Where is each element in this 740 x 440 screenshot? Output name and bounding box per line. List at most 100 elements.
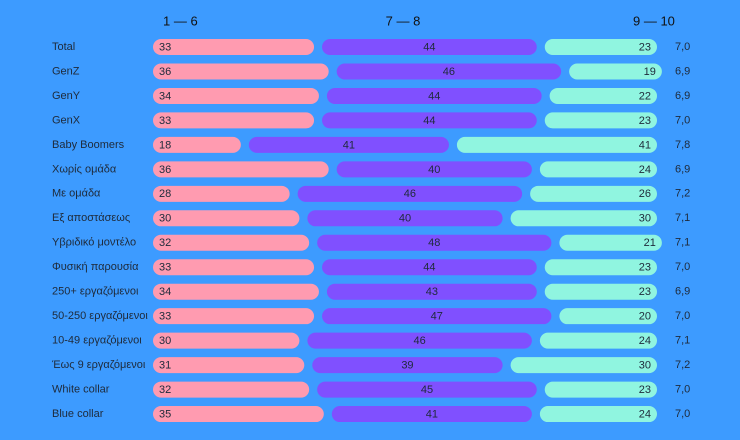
value-label: 41 <box>639 139 651 151</box>
value-label: 30 <box>159 335 171 347</box>
average-label: 6,9 <box>675 163 690 175</box>
bar-segment <box>153 39 315 55</box>
bar-segment <box>307 210 503 227</box>
row-label: 10-49 εργαζόμενοι <box>52 335 142 347</box>
value-label: 26 <box>639 188 651 200</box>
legend-label: 7 — 8 <box>386 13 421 28</box>
value-label: 44 <box>423 41 435 53</box>
bar-segment <box>322 308 552 325</box>
value-label: 46 <box>404 188 416 200</box>
bar-segment <box>336 161 532 178</box>
value-label: 39 <box>401 360 413 372</box>
value-label: 43 <box>426 286 438 298</box>
average-label: 7,1 <box>675 237 690 249</box>
value-label: 44 <box>423 115 435 127</box>
row-label: White collar <box>52 383 110 395</box>
row-label: GenY <box>52 90 81 102</box>
average-label: 6,9 <box>675 286 690 298</box>
bar-segment <box>317 381 537 398</box>
value-label: 22 <box>639 90 651 102</box>
value-label: 34 <box>159 90 171 102</box>
bar-segment <box>153 234 310 251</box>
value-label: 24 <box>639 335 651 347</box>
bar-segment <box>307 332 532 349</box>
bar-segment <box>153 210 300 227</box>
value-label: 40 <box>428 164 440 176</box>
value-label: 36 <box>159 164 171 176</box>
value-label: 20 <box>639 311 651 323</box>
bar-segment <box>569 63 662 80</box>
value-label: 41 <box>343 139 355 151</box>
bar-segment <box>153 259 315 276</box>
row-label: 50-250 εργαζόμενοι <box>52 310 148 322</box>
value-label: 30 <box>159 213 171 225</box>
bar-segment <box>153 136 241 153</box>
average-label: 6,9 <box>675 65 690 77</box>
bar-segment <box>559 234 662 251</box>
row-label: Total <box>52 41 75 53</box>
bar-segment <box>549 87 657 104</box>
bar-segment <box>539 161 657 178</box>
bar-segment <box>544 381 657 398</box>
bar-segment <box>153 185 290 202</box>
value-label: 32 <box>159 237 171 249</box>
value-label: 32 <box>159 384 171 396</box>
value-label: 30 <box>639 213 651 225</box>
average-label: 7,2 <box>675 188 690 200</box>
value-label: 44 <box>428 90 440 102</box>
row-label: GenZ <box>52 65 80 77</box>
bar-segment <box>153 308 315 325</box>
average-label: 7,0 <box>675 41 690 53</box>
row-label: Με ομάδα <box>52 188 101 200</box>
bar-segment <box>297 185 523 202</box>
value-label: 48 <box>428 237 440 249</box>
bar-segment <box>510 357 657 374</box>
bar-segment <box>153 283 319 300</box>
bar-segment <box>312 357 503 374</box>
value-label: 21 <box>644 237 656 249</box>
bar-segment <box>153 381 310 398</box>
value-label: 28 <box>159 188 171 200</box>
bar-segment <box>153 112 315 129</box>
value-label: 31 <box>159 360 171 372</box>
bar-segment <box>248 136 449 153</box>
bar-segment <box>530 185 657 202</box>
row-label: Blue collar <box>52 408 104 420</box>
bar-segment <box>153 406 324 423</box>
bar-segment <box>331 406 532 423</box>
value-label: 46 <box>414 335 426 347</box>
value-label: 33 <box>159 41 171 53</box>
average-label: 7,0 <box>675 114 690 126</box>
value-label: 24 <box>639 164 651 176</box>
bar-segment <box>153 87 319 104</box>
bar-segment <box>544 259 657 276</box>
value-label: 44 <box>423 262 435 274</box>
value-label: 33 <box>159 311 171 323</box>
row-label: GenX <box>52 114 81 126</box>
value-label: 18 <box>159 139 171 151</box>
row-label: Χωρίς ομάδα <box>52 163 117 175</box>
average-label: 7,1 <box>675 335 690 347</box>
row-label: Έως 9 εργαζόμενοι <box>51 359 146 371</box>
legend-label: 1 — 6 <box>163 13 198 28</box>
value-label: 23 <box>639 286 651 298</box>
legend-label: 9 — 10 <box>633 13 675 28</box>
bar-segment <box>153 357 305 374</box>
average-label: 7,0 <box>675 310 690 322</box>
bar-segment <box>544 283 657 300</box>
bar-segment <box>456 136 657 153</box>
value-label: 35 <box>159 408 171 420</box>
value-label: 34 <box>159 286 171 298</box>
value-label: 46 <box>443 66 455 78</box>
row-label: 250+ εργαζόμενοι <box>52 286 139 298</box>
value-label: 19 <box>644 66 656 78</box>
bar-segment <box>322 259 537 276</box>
value-label: 33 <box>159 115 171 127</box>
row-label: Φυσική παρουσία <box>52 261 139 273</box>
average-label: 7,8 <box>675 139 690 151</box>
value-label: 47 <box>431 311 443 323</box>
bar-segment <box>153 332 300 349</box>
value-label: 41 <box>426 408 438 420</box>
average-label: 7,0 <box>675 383 690 395</box>
